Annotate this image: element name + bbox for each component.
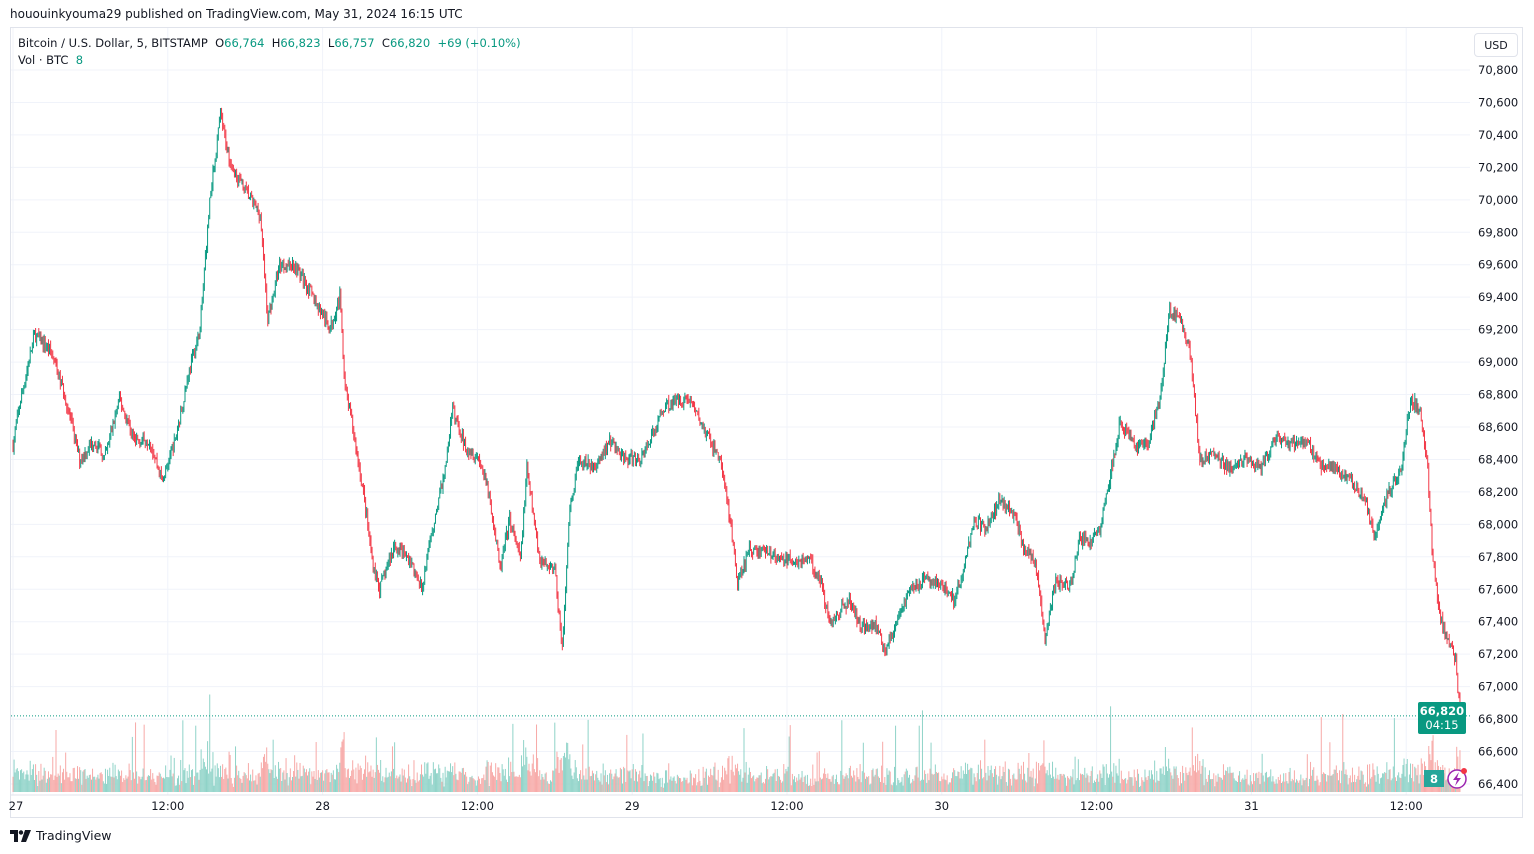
last-price-label: 66,820 [1420, 704, 1464, 718]
open-value: 66,764 [224, 36, 265, 50]
price-tick-label: 68,600 [1478, 420, 1518, 434]
candles [12, 107, 1461, 722]
volume-badge-bg [1424, 770, 1444, 787]
price-axis[interactable]: 70,800 70,600 70,400 70,200 70,000 69,800 69,6… [1478, 63, 1518, 791]
time-tick-label: 12:00 [1390, 799, 1423, 813]
close-label: C [381, 36, 390, 50]
change-value: +69 (+0.10%) [437, 36, 521, 50]
ohlc-row: Bitcoin / U.S. Dollar, 5, BITSTAMP O66,7… [18, 35, 521, 52]
time-tick-label: 29 [625, 799, 640, 813]
price-tick-label: 67,600 [1478, 582, 1518, 596]
lightning-alert-icon[interactable] [1447, 768, 1467, 789]
price-tick-label: 70,800 [1478, 63, 1518, 77]
volume-value: 8 [75, 53, 84, 67]
price-tick-label: 67,400 [1478, 615, 1518, 629]
open-label: O [215, 36, 225, 50]
high-value: 66,823 [280, 36, 321, 50]
time-tick-label: 12:00 [1080, 799, 1113, 813]
time-tick-label: 28 [315, 799, 330, 813]
close-value: 66,820 [389, 36, 431, 50]
price-tick-label: 68,000 [1478, 517, 1518, 531]
price-tick-label: 66,800 [1478, 712, 1518, 726]
price-tick-label: 68,200 [1478, 485, 1518, 499]
tradingview-logo-icon [10, 829, 31, 842]
last-price-badge: 66,820 04:15 [1418, 702, 1466, 734]
time-tick-label: 12:00 [770, 799, 803, 813]
symbol-title[interactable]: Bitcoin / U.S. Dollar, 5, BITSTAMP [18, 36, 208, 50]
time-tick-label: 27 [9, 799, 24, 813]
volume-badge: 8 [1424, 770, 1444, 787]
volume-badge-label: 8 [1430, 772, 1438, 786]
price-tick-label: 69,600 [1478, 258, 1518, 272]
chart-legend: Bitcoin / U.S. Dollar, 5, BITSTAMP O66,7… [18, 35, 521, 69]
price-tick-label: 70,200 [1478, 160, 1518, 174]
time-tick-label: 30 [934, 799, 949, 813]
price-tick-label: 67,800 [1478, 550, 1518, 564]
price-tick-label: 66,400 [1478, 777, 1518, 791]
price-tick-label: 69,400 [1478, 290, 1518, 304]
footer-brand[interactable]: TradingView [10, 828, 112, 843]
price-tick-label: 66,600 [1478, 745, 1518, 759]
volume-title[interactable]: Vol · BTC [18, 53, 69, 67]
footer-brand-label: TradingView [36, 828, 112, 843]
volume-bars [12, 694, 1461, 792]
high-label: H [271, 36, 281, 50]
price-tick-label: 69,000 [1478, 355, 1518, 369]
time-tick-label: 12:00 [461, 799, 494, 813]
countdown-label: 04:15 [1425, 718, 1458, 732]
grid [11, 28, 1523, 796]
price-tick-label: 68,800 [1478, 388, 1518, 402]
price-tick-label: 68,400 [1478, 452, 1518, 466]
price-tick-label: 70,600 [1478, 95, 1518, 109]
price-tick-label: 70,000 [1478, 193, 1518, 207]
last-price-badge-bg [1418, 702, 1466, 734]
price-tick-label: 67,000 [1478, 680, 1518, 694]
publisher-caption: hououinkyouma29 published on TradingView… [10, 7, 463, 21]
chart-frame [10, 27, 1523, 818]
time-axis[interactable]: 27 12:00 28 12:00 29 12:00 30 12:00 31 12:00 [9, 799, 1423, 813]
time-tick-label: 31 [1244, 799, 1259, 813]
low-value: 66,757 [334, 36, 375, 50]
price-tick-label: 67,200 [1478, 647, 1518, 661]
time-tick-label: 12:00 [151, 799, 184, 813]
currency-button[interactable]: USD [1474, 33, 1518, 57]
price-tick-label: 69,800 [1478, 225, 1518, 239]
price-tick-label: 70,400 [1478, 128, 1518, 142]
price-tick-label: 69,200 [1478, 323, 1518, 337]
volume-row: Vol · BTC 8 [18, 52, 521, 69]
low-label: L [327, 36, 335, 50]
